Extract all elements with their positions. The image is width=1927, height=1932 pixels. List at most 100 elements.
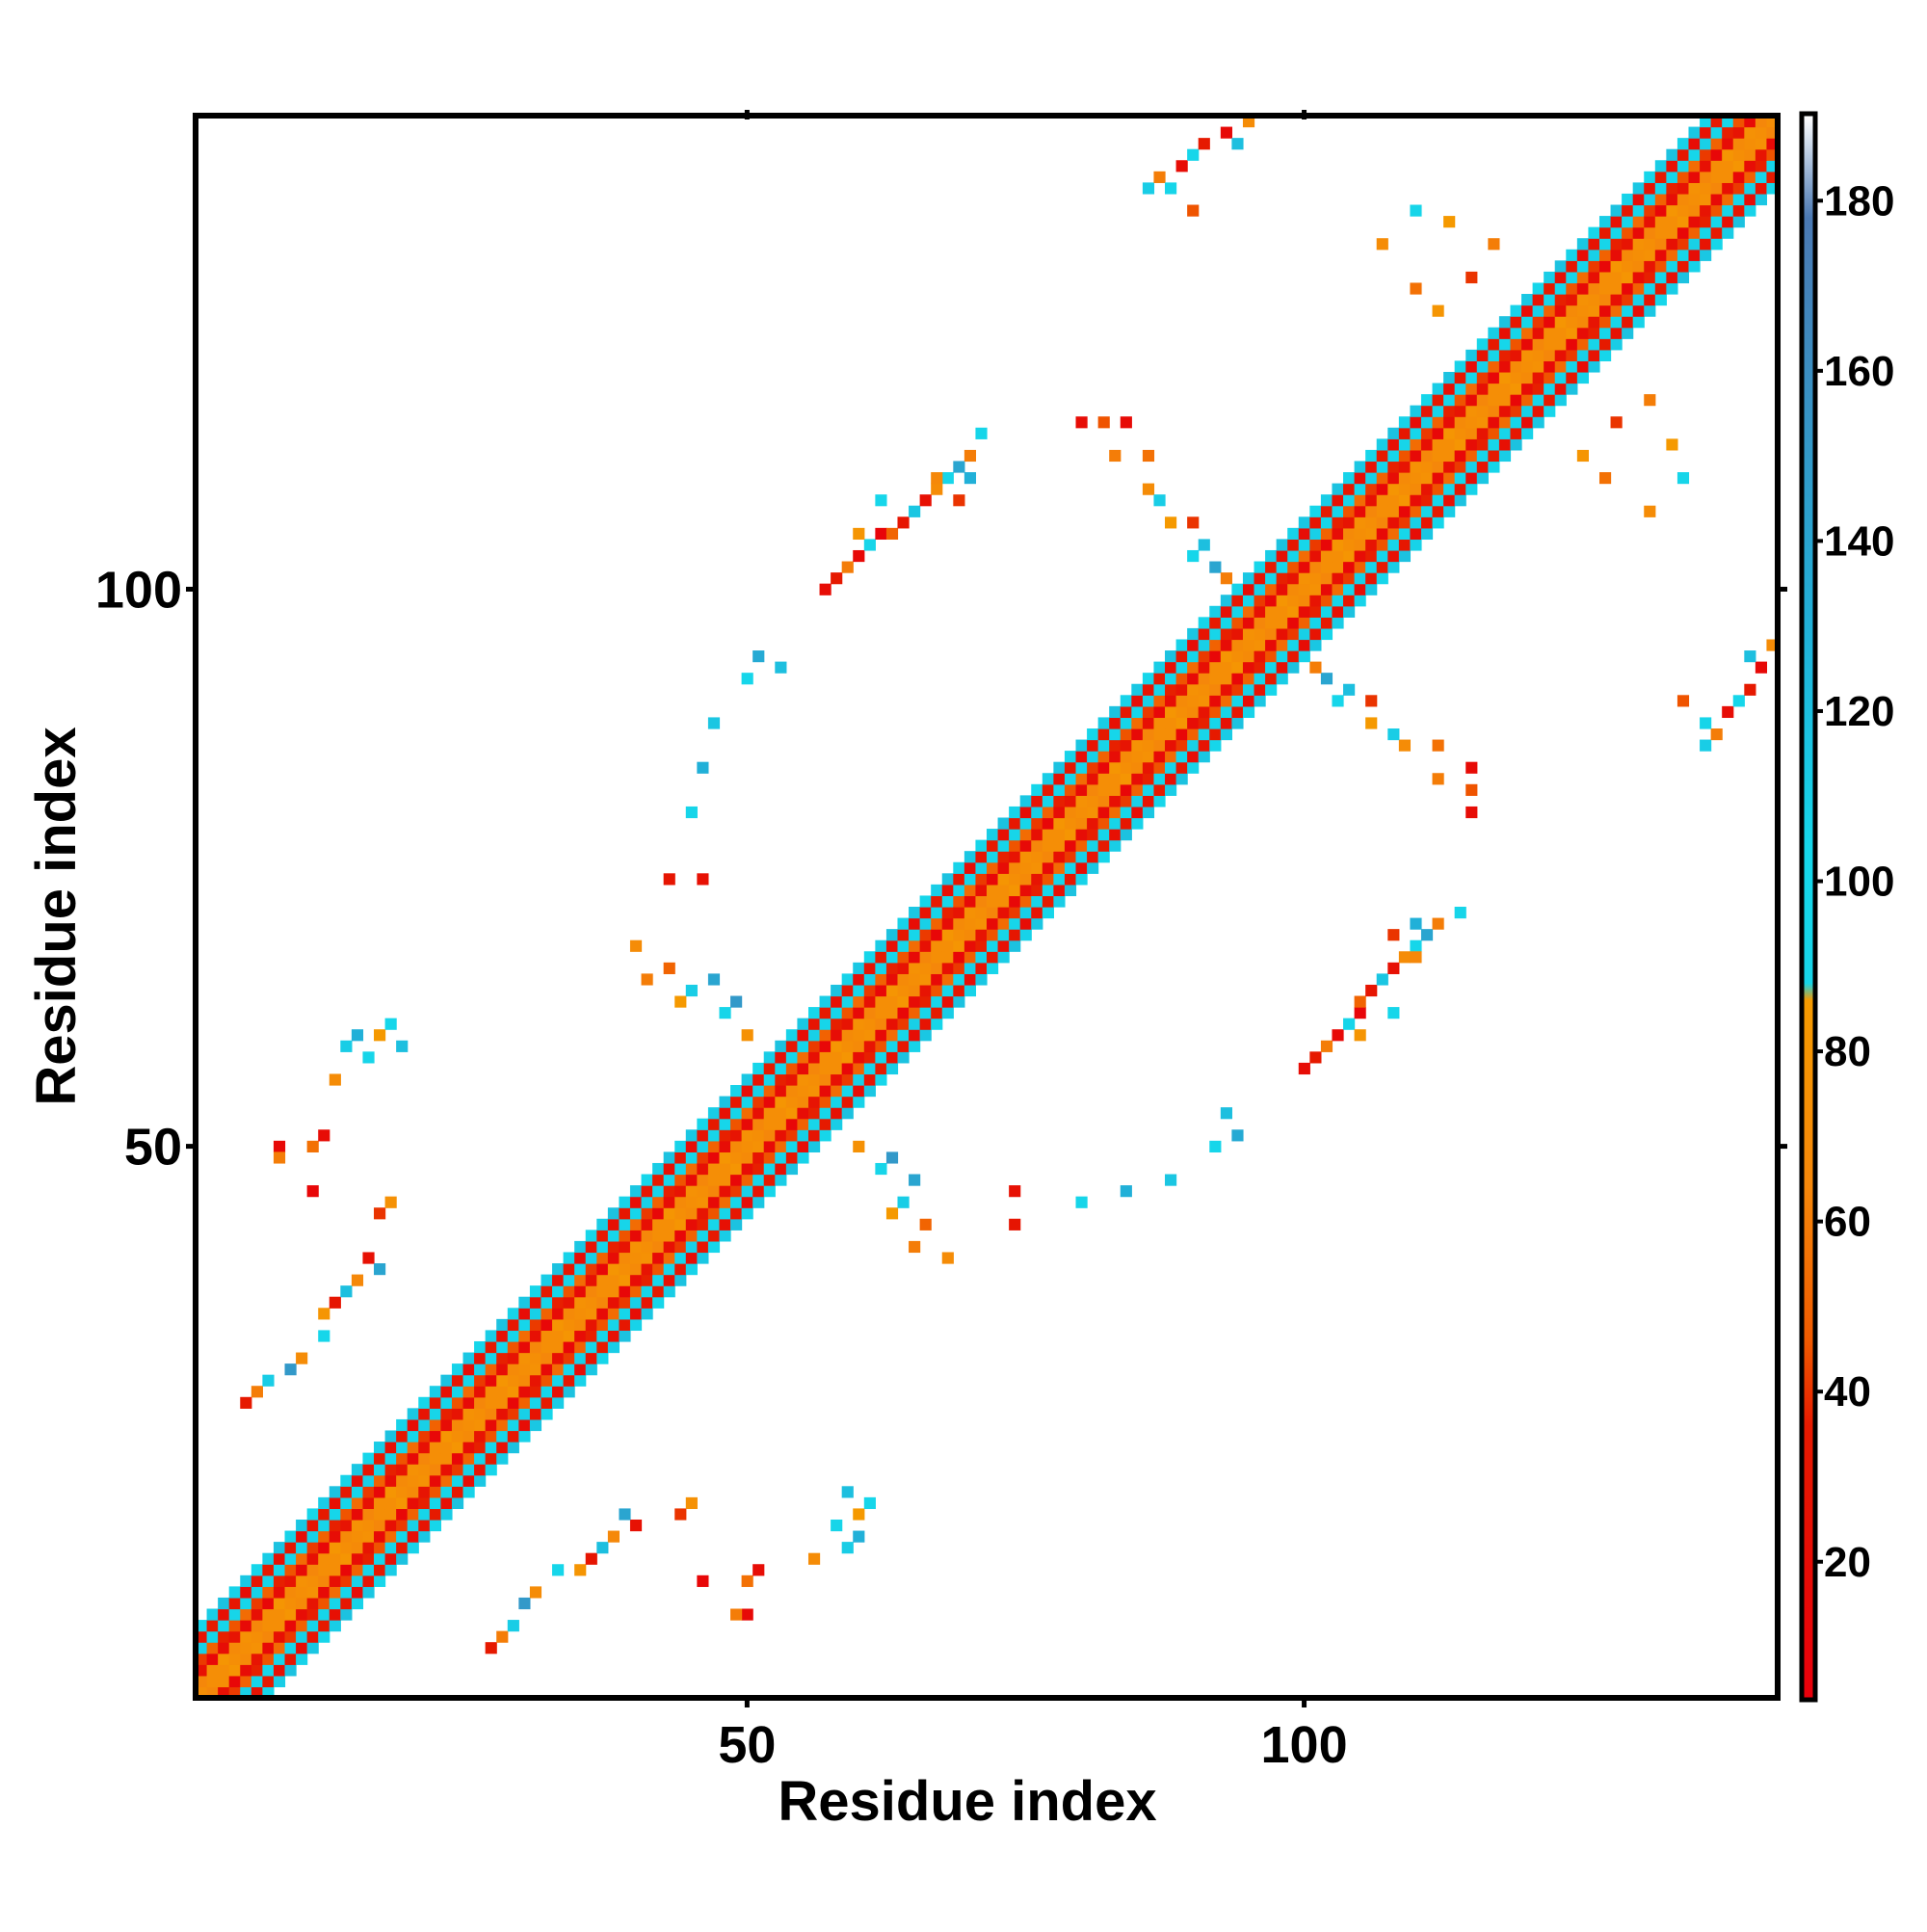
heatmap-cell xyxy=(975,895,988,908)
heatmap-cell xyxy=(1298,639,1310,651)
heatmap-cell xyxy=(240,1653,252,1665)
heatmap-cell xyxy=(462,1408,475,1420)
heatmap-cell xyxy=(574,1330,587,1342)
heatmap-cell xyxy=(674,1252,687,1264)
heatmap-cell xyxy=(529,1308,542,1320)
heatmap-cell xyxy=(719,1129,731,1142)
heatmap-cell xyxy=(1231,717,1244,729)
heatmap-cell xyxy=(1298,605,1310,618)
heatmap-cell xyxy=(964,895,977,908)
heatmap-cell xyxy=(785,1096,799,1108)
heatmap-cell xyxy=(1598,238,1612,251)
heatmap-cell xyxy=(1588,304,1600,317)
heatmap-cell xyxy=(1265,650,1278,663)
heatmap-cell xyxy=(1465,416,1478,429)
heatmap-cell xyxy=(1732,116,1745,128)
heatmap-cell xyxy=(619,1207,631,1220)
heatmap-cell xyxy=(1309,639,1322,651)
heatmap-cell xyxy=(440,1486,453,1498)
heatmap-cell xyxy=(1688,138,1701,150)
heatmap-cell xyxy=(1231,650,1244,663)
heatmap-cell xyxy=(1287,572,1300,585)
heatmap-cell xyxy=(1521,316,1534,329)
heatmap-cell xyxy=(1131,728,1144,741)
heatmap-cell xyxy=(1231,683,1244,696)
heatmap-cell xyxy=(707,717,721,729)
heatmap-cell xyxy=(1521,338,1534,351)
heatmap-cell xyxy=(596,1340,609,1354)
heatmap-cell xyxy=(474,1352,487,1364)
heatmap-cell xyxy=(1365,572,1378,585)
heatmap-cell xyxy=(284,1630,297,1643)
heatmap-cell xyxy=(596,1274,609,1286)
heatmap-cell xyxy=(1064,783,1077,796)
heatmap-cell xyxy=(1465,371,1478,384)
heatmap-cell xyxy=(730,1608,743,1621)
heatmap-cell xyxy=(507,1340,519,1354)
heatmap-cell xyxy=(763,1073,776,1086)
heatmap-cell xyxy=(496,1442,509,1454)
heatmap-cell xyxy=(1465,438,1478,451)
heatmap-cell xyxy=(1042,851,1054,863)
heatmap-cell xyxy=(1598,327,1612,339)
heatmap-cell xyxy=(1209,695,1222,707)
heatmap-cell xyxy=(585,1274,597,1286)
heatmap-cell xyxy=(1109,751,1122,763)
heatmap-cell xyxy=(1432,461,1444,473)
heatmap-cell xyxy=(1676,160,1690,172)
heatmap-cell xyxy=(340,1608,353,1621)
heatmap-cell xyxy=(1320,505,1333,517)
heatmap-cell xyxy=(707,1185,721,1198)
heatmap-cell xyxy=(1521,394,1534,407)
heatmap-cell xyxy=(1610,249,1623,261)
heatmap-cell xyxy=(1265,595,1278,607)
heatmap-cell xyxy=(374,1029,386,1042)
heatmap-cell xyxy=(1510,383,1522,395)
heatmap-cell xyxy=(619,1230,631,1242)
heatmap-cell xyxy=(1175,761,1188,774)
heatmap-cell xyxy=(251,1575,263,1587)
heatmap-cell xyxy=(1298,583,1310,595)
heatmap-cell xyxy=(1443,383,1456,395)
heatmap-cell xyxy=(685,1151,698,1164)
heatmap-cell xyxy=(752,1129,765,1142)
heatmap-cell xyxy=(1343,1018,1356,1030)
heatmap-cell xyxy=(518,1597,531,1610)
heatmap-cell xyxy=(1198,661,1210,674)
heatmap-cell xyxy=(1231,605,1244,618)
heatmap-cell xyxy=(485,1418,497,1432)
heatmap-cell xyxy=(1309,661,1322,674)
heatmap-cell xyxy=(418,1508,431,1521)
heatmap-cell xyxy=(607,1530,620,1543)
heatmap-cell xyxy=(941,907,954,919)
heatmap-cell xyxy=(496,1418,509,1432)
heatmap-cell xyxy=(496,1630,509,1643)
heatmap-cell xyxy=(518,1374,531,1387)
heatmap-cell xyxy=(697,1230,709,1242)
heatmap-cell xyxy=(730,1129,743,1142)
heatmap-cell xyxy=(909,1007,921,1019)
heatmap-cell xyxy=(752,1151,765,1164)
heatmap-cell xyxy=(1365,449,1378,463)
heatmap-cell xyxy=(1242,695,1255,707)
heatmap-cell xyxy=(964,962,977,974)
heatmap-cell xyxy=(1654,282,1667,295)
heatmap-cell xyxy=(384,1486,397,1498)
heatmap-cell xyxy=(1700,148,1712,161)
heatmap-cell xyxy=(885,1007,899,1019)
heatmap-cell xyxy=(1654,171,1667,183)
heatmap-cell xyxy=(1644,182,1656,195)
heatmap-cell xyxy=(1532,349,1544,361)
heatmap-cell xyxy=(909,940,921,952)
heatmap-cell xyxy=(987,962,999,974)
heatmap-cell xyxy=(1443,394,1456,407)
heatmap-cell xyxy=(1053,895,1066,908)
heatmap-cell xyxy=(1343,516,1356,529)
heatmap-cell xyxy=(1387,549,1400,563)
heatmap-cell xyxy=(763,1096,776,1108)
heatmap-cell xyxy=(1544,394,1556,407)
heatmap-cell xyxy=(1566,349,1578,361)
heatmap-cell xyxy=(374,1530,386,1543)
heatmap-cell xyxy=(763,1051,776,1064)
heatmap-cell xyxy=(1109,817,1122,830)
